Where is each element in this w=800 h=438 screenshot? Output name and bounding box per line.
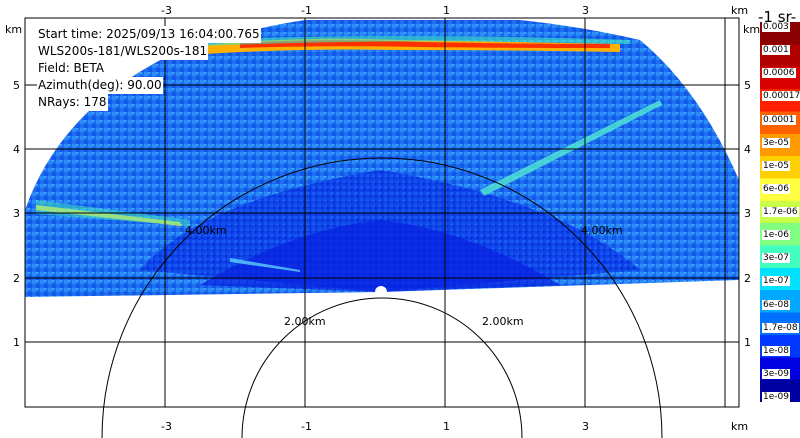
colorbar-label: 0.0006 — [762, 68, 796, 79]
x-tick-bottom-3: 1 — [443, 420, 450, 433]
x-tick-top-2: -1 — [301, 4, 312, 17]
colorbar-label: 1.7e-08 — [762, 322, 799, 333]
y-tick-right-3: 3 — [744, 207, 751, 220]
scan-info-overlay: Start time: 2025/09/13 16:04:00.765 WLS2… — [37, 26, 261, 111]
instrument-text: WLS200s-181/WLS200s-181 — [37, 43, 209, 60]
start-time-text: Start time: 2025/09/13 16:04:00.765 — [37, 26, 261, 43]
ring-label-2km-left: 2.00km — [284, 315, 326, 328]
y-unit-right: km — [743, 23, 760, 36]
x-unit-top: km — [731, 4, 748, 17]
colorbar-label: 6e-06 — [762, 183, 790, 194]
y-tick-right-2: 2 — [744, 272, 751, 285]
colorbar-label: 0.003 — [762, 22, 790, 32]
x-tick-top-4: 3 — [582, 4, 589, 17]
plot-frame — [24, 17, 740, 408]
y-tick-right-4: 4 — [744, 143, 751, 156]
y-tick-left-4: 4 — [13, 143, 20, 156]
colorbar-label: 1e-06 — [762, 230, 790, 241]
x-tick-bottom-2: -1 — [301, 420, 312, 433]
nrays-text: NRays: 178 — [37, 94, 108, 111]
field-text: Field: BETA — [37, 60, 105, 77]
y-tick-right-5: 5 — [744, 79, 751, 92]
colorbar-label: 3e-05 — [762, 137, 790, 148]
colorbar-title: -1 sr- — [758, 8, 797, 26]
colorbar: 0.003 0.001 0.0006 0.00017 0.0001 3e-05 1e-05 6… — [760, 22, 800, 402]
azimuth-text: Azimuth(deg): 90.00 — [37, 77, 163, 94]
range-rings — [101, 157, 663, 438]
y-tick-left-2: 2 — [13, 272, 20, 285]
y-unit-left: km — [5, 23, 22, 36]
colorbar-label: 0.001 — [762, 45, 790, 56]
x-tick-top-3: 1 — [443, 4, 450, 17]
colorbar-label: 6e-08 — [762, 299, 790, 310]
colorbar-label: 1e-05 — [762, 160, 790, 171]
ring-label-4km-left: 4.00km — [185, 224, 227, 237]
colorbar-label: 0.00017 — [762, 91, 800, 102]
colorbar-label: 0.0001 — [762, 114, 796, 125]
colorbar-label: 3e-07 — [762, 253, 790, 264]
y-tick-left-1: 1 — [13, 336, 20, 349]
y-tick-left-3: 3 — [13, 207, 20, 220]
x-tick-top-1: -3 — [161, 4, 172, 17]
colorbar-label: 1.7e-06 — [762, 207, 799, 217]
y-tick-left-5: 5 — [13, 79, 20, 92]
colorbar-label: 1e-09 — [762, 392, 790, 402]
colorbar-label: 1e-08 — [762, 345, 790, 356]
colorbar-label: 3e-09 — [762, 368, 790, 379]
ring-label-2km-right: 2.00km — [482, 315, 524, 328]
grid-lines — [25, 18, 739, 407]
x-tick-bottom-4: 3 — [582, 420, 589, 433]
x-unit-bottom: km — [731, 420, 748, 433]
colorbar-label: 1e-07 — [762, 276, 790, 287]
ring-label-4km-right: 4.00km — [581, 224, 623, 237]
y-tick-right-1: 1 — [744, 336, 751, 349]
x-tick-bottom-1: -3 — [161, 420, 172, 433]
